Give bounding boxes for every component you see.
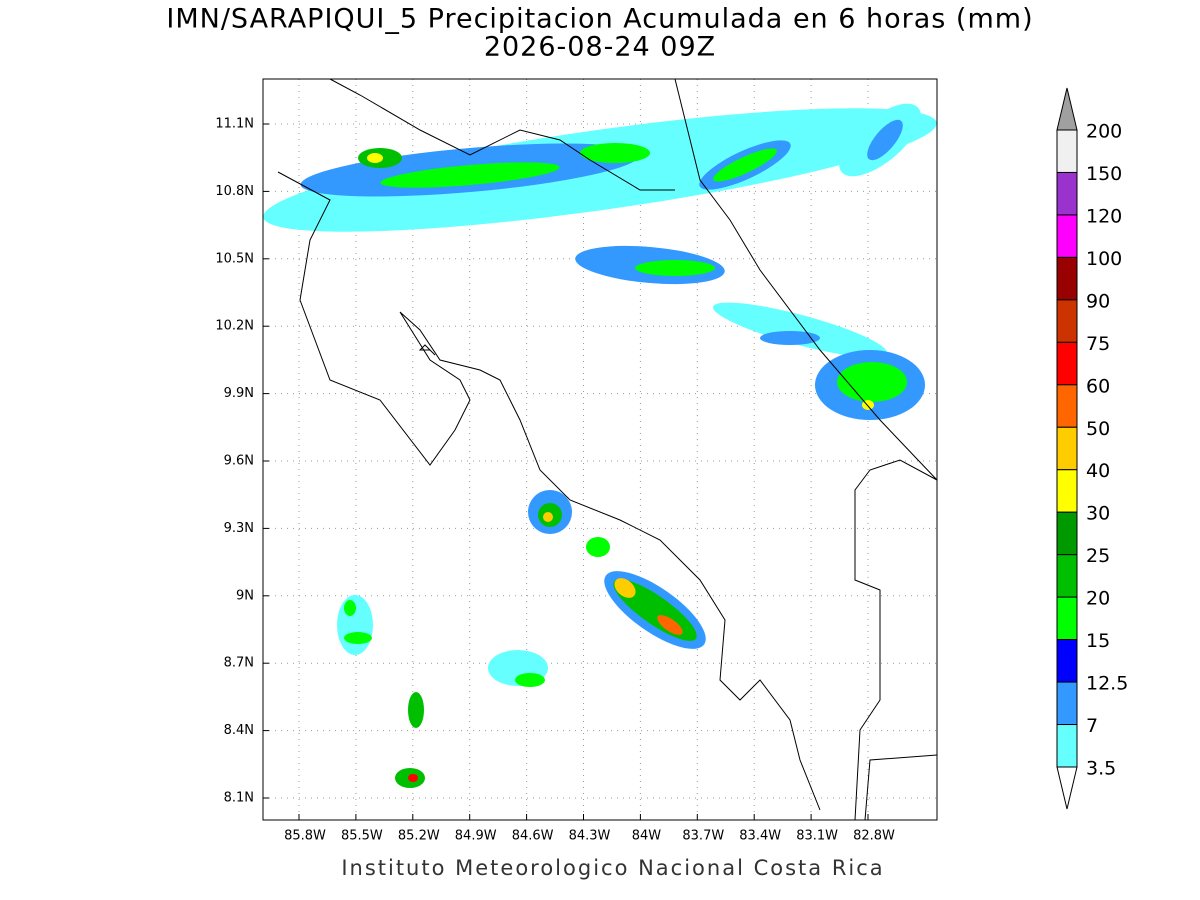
map-frame	[262, 78, 938, 821]
x-tick-label: 85.2W	[398, 829, 440, 844]
x-tick-label: 83.1W	[796, 829, 838, 844]
colorbar-label: 3.5	[1086, 758, 1116, 780]
colorbar-segment	[1056, 724, 1078, 768]
colorbar: 200 150 120 100 90 75 60 50 40 30 25 20 15 12.5 7 3.5	[1056, 87, 1128, 810]
colorbar-segment	[1056, 384, 1078, 428]
y-tick-label: 10.5N	[215, 251, 254, 266]
y-tick-label: 11.1N	[215, 117, 254, 132]
colorbar-segment	[1056, 469, 1078, 513]
colorbar-over	[1056, 87, 1078, 131]
colorbar-label: 90	[1086, 290, 1110, 312]
colorbar-label: 20	[1086, 588, 1110, 610]
x-tick-label: 84.9W	[455, 829, 497, 844]
x-tick-label: 84.6W	[512, 829, 554, 844]
precip-field	[263, 103, 937, 788]
colorbar-segment	[1056, 681, 1078, 726]
colorbar-label: 100	[1086, 248, 1122, 270]
colorbar-label: 50	[1086, 418, 1110, 440]
coastline	[277, 78, 938, 821]
colorbar-label: 12.5	[1086, 673, 1128, 695]
colorbar-segment	[1056, 341, 1078, 386]
colorbar-segment	[1056, 256, 1078, 301]
colorbar-label: 15	[1086, 630, 1110, 652]
colorbar-label: 75	[1086, 333, 1110, 355]
colorbar-label: 25	[1086, 545, 1110, 567]
colorbar-label: 40	[1086, 460, 1110, 482]
colorbar-label: 150	[1086, 163, 1122, 185]
colorbar-segment	[1056, 426, 1078, 471]
colorbar-segment	[1056, 214, 1078, 258]
y-tick-label: 9N	[236, 588, 254, 603]
colorbar-segment	[1056, 554, 1078, 598]
y-tick-label: 8.4N	[224, 723, 254, 738]
colorbar-segment	[1056, 129, 1078, 173]
colorbar-label: 60	[1086, 375, 1110, 397]
colorbar-segment	[1056, 299, 1078, 343]
footer: Instituto Meteorologico Nacional Costa R…	[341, 856, 884, 880]
colorbar-segment	[1056, 511, 1078, 556]
x-tick-label: 84W	[632, 829, 662, 844]
y-tick-label: 8.7N	[224, 656, 254, 671]
x-tick-label: 85.5W	[341, 829, 383, 844]
title: IMN/SARAPIQUI_5 Precipitacion Acumulada …	[166, 4, 1033, 35]
x-tick-label: 85.8W	[284, 829, 326, 844]
colorbar-label: 7	[1086, 715, 1098, 737]
map-area	[262, 78, 938, 821]
y-tick-label: 10.8N	[215, 184, 254, 199]
colorbar-segment	[1056, 639, 1078, 683]
y-tick-label: 8.1N	[224, 791, 254, 806]
x-tick-label: 82.8W	[853, 829, 895, 844]
y-tick-label: 9.9N	[224, 386, 254, 401]
y-tick-label: 9.6N	[224, 454, 254, 469]
colorbar-under	[1056, 766, 1078, 810]
colorbar-label: 200	[1086, 121, 1122, 143]
colorbar-label: 30	[1086, 503, 1110, 525]
subtitle: 2026-08-24 09Z	[484, 32, 716, 63]
colorbar-segment	[1056, 171, 1078, 216]
x-tick-label: 84.3W	[569, 829, 611, 844]
x-tick-label: 83.7W	[682, 829, 724, 844]
colorbar-segment	[1056, 596, 1078, 641]
x-tick-label: 83.4W	[739, 829, 781, 844]
colorbar-label: 120	[1086, 205, 1122, 227]
y-tick-label: 9.3N	[224, 521, 254, 536]
y-tick-label: 10.2N	[215, 319, 254, 334]
